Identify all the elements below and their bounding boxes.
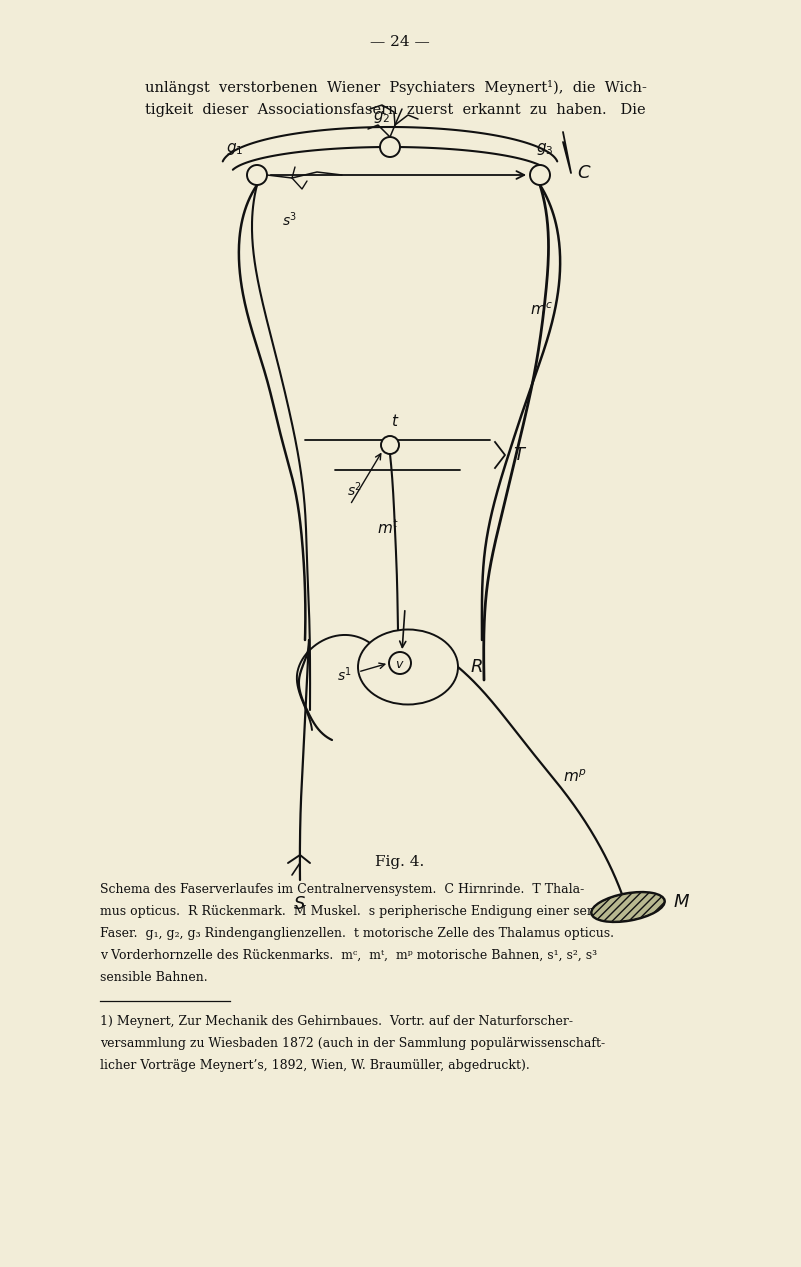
Text: $C$: $C$ [577,163,591,182]
Text: $v$: $v$ [395,659,405,672]
Text: tigkeit  dieser  Associationsfasern  zuerst  erkannt  zu  haben.   Die: tigkeit dieser Associationsfasern zuerst… [145,103,646,117]
Circle shape [530,165,550,185]
Circle shape [247,165,267,185]
Circle shape [389,653,411,674]
Circle shape [380,137,400,157]
Text: $g_1$: $g_1$ [227,141,244,157]
Text: $s^3$: $s^3$ [283,210,298,229]
Text: $T$: $T$ [513,446,527,464]
Text: $g_2$: $g_2$ [373,109,391,125]
Ellipse shape [591,892,665,922]
Text: Faser.  g₁, g₂, g₃ Rindenganglienzellen.  t motorische Zelle des Thalamus opticu: Faser. g₁, g₂, g₃ Rindenganglienzellen. … [100,927,614,940]
Text: $t$: $t$ [391,413,399,430]
Text: $S$: $S$ [292,895,305,914]
Text: $m^p$: $m^p$ [563,769,587,786]
Circle shape [381,436,399,454]
Text: $M$: $M$ [673,893,690,911]
Text: Fig. 4.: Fig. 4. [376,855,425,869]
Text: mus opticus.  R Rückenmark.  M Muskel.  s peripherische Endigung einer sensiblen: mus opticus. R Rückenmark. M Muskel. s p… [100,905,633,919]
Text: sensible Bahnen.: sensible Bahnen. [100,971,207,984]
Text: $s^2$: $s^2$ [348,480,363,499]
Text: — 24 —: — 24 — [370,35,430,49]
Text: 1) Meynert, Zur Mechanik des Gehirnbaues.  Vortr. auf der Naturforscher-: 1) Meynert, Zur Mechanik des Gehirnbaues… [100,1015,573,1028]
Text: $m^c$: $m^c$ [530,302,553,318]
Text: v Vorderhornzelle des Rückenmarks.  mᶜ,  mᵗ,  mᵖ motorische Bahnen, s¹, s², s³: v Vorderhornzelle des Rückenmarks. mᶜ, m… [100,949,597,962]
Text: $s^1$: $s^1$ [337,665,352,684]
Text: Schema des Faserverlaufes im Centralnervensystem.  C Hirnrinde.  T Thala-: Schema des Faserverlaufes im Centralnerv… [100,883,584,896]
Text: $g_3$: $g_3$ [536,141,553,157]
Text: $m^t$: $m^t$ [377,518,399,537]
Text: licher Vorträge Meynert’s, 1892, Wien, W. Braumüller, abgedruckt).: licher Vorträge Meynert’s, 1892, Wien, W… [100,1059,529,1072]
Ellipse shape [358,630,458,704]
Text: unlängst  verstorbenen  Wiener  Psychiaters  Meynert¹),  die  Wich-: unlängst verstorbenen Wiener Psychiaters… [145,80,647,95]
Text: $R$: $R$ [470,658,483,677]
Text: versammlung zu Wiesbaden 1872 (auch in der Sammlung populärwissenschaft-: versammlung zu Wiesbaden 1872 (auch in d… [100,1036,605,1050]
